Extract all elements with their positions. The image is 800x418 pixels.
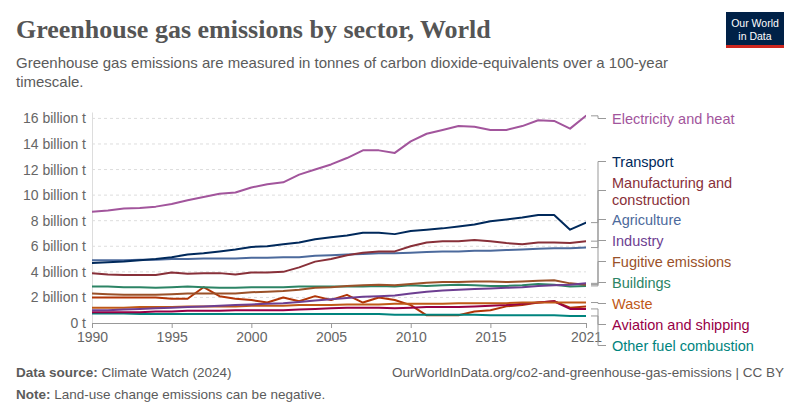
x-tick-label: 1995 (157, 329, 188, 345)
legend-connector (591, 116, 606, 119)
x-axis: 1990199520002005201020152021 (77, 323, 602, 345)
y-tick-label: 8 billion t (31, 213, 86, 229)
series-line (92, 283, 586, 310)
y-tick: 4 billion t (31, 264, 92, 280)
subtitle: Greenhouse gas emissions are measured in… (16, 54, 668, 90)
legend-label: Industry (612, 233, 664, 249)
grid-line (92, 143, 586, 144)
legend-connector (591, 316, 606, 346)
grid-line (92, 169, 586, 170)
y-tick: 10 billion t (23, 187, 92, 203)
grid-line (92, 220, 586, 221)
grid-line (92, 246, 586, 247)
x-tick: 2005 (316, 323, 347, 345)
x-axis-line (93, 324, 587, 329)
legend-label: Manufacturing andconstruction (612, 175, 732, 208)
x-tick: 2010 (396, 323, 427, 345)
legend-label: Waste (612, 296, 653, 312)
series-line (92, 313, 586, 316)
legend-connector (591, 262, 606, 285)
y-tick: 6 billion t (31, 238, 92, 254)
grid-line (92, 195, 586, 196)
x-tick-label: 2010 (396, 329, 427, 345)
legend-label: Aviation and shipping (612, 317, 750, 333)
grid (92, 118, 586, 297)
y-tick-label: 2 billion t (31, 289, 86, 305)
legend-label: Electricity and heat (612, 111, 735, 127)
x-tick-label: 1990 (77, 329, 108, 345)
x-tick-mark (172, 323, 173, 328)
logo: Our Worldin Data (726, 12, 784, 48)
series-line (92, 287, 586, 315)
legend-connector (591, 283, 606, 286)
y-tick: 2 billion t (31, 289, 92, 305)
legend: Electricity and heat Transport Manufacturi… (591, 111, 754, 354)
legend-label: Transport (612, 154, 674, 170)
x-tick: 2015 (475, 323, 506, 345)
y-tick-label: 10 billion t (23, 187, 86, 203)
y-tick: 16 billion t (23, 110, 92, 126)
y-tick-label: 6 billion t (31, 238, 86, 254)
y-tick-label: 16 billion t (23, 110, 86, 126)
x-tick-mark (586, 323, 587, 328)
grid-line (92, 271, 586, 272)
url: OurWorldInData.org/co2-and-greenhouse-ga… (392, 365, 784, 380)
legend-connector (591, 302, 606, 304)
logo-box (726, 12, 784, 48)
logo-strip (726, 45, 784, 48)
y-tick: 14 billion t (23, 136, 92, 152)
x-tick-mark (490, 323, 491, 328)
lines (92, 116, 586, 316)
y-axis: 0 t2 billion t4 billion t6 billion t8 bi… (23, 110, 93, 331)
y-tick: 8 billion t (31, 213, 92, 229)
x-tick: 1995 (157, 323, 188, 345)
chart: Greenhouse gas emissions by sector, Worl… (0, 0, 800, 418)
series-line (92, 215, 586, 263)
x-tick-label: 2005 (316, 329, 347, 345)
title: Greenhouse gas emissions by sector, Worl… (16, 15, 491, 44)
y-tick-label: 14 billion t (23, 136, 86, 152)
note: Note: Land-use change emissions can be n… (16, 387, 325, 402)
legend-label: Agriculture (612, 212, 681, 228)
x-tick: 2000 (236, 323, 267, 345)
y-tick-label: 12 billion t (23, 162, 86, 178)
x-tick-label: 2000 (236, 329, 267, 345)
x-tick-mark (411, 323, 412, 328)
series-line (92, 116, 586, 212)
legend-label: Other fuel combustion (612, 338, 754, 354)
legend-label: Fugitive emissions (612, 254, 731, 270)
x-tick-mark (251, 323, 252, 328)
y-tick: 12 billion t (23, 162, 92, 178)
x-tick-mark (331, 323, 332, 328)
legend-label: Buildings (612, 275, 671, 291)
x-tick-mark (92, 323, 93, 328)
logo-text: Our Worldin Data (731, 17, 779, 42)
grid-line (92, 118, 586, 119)
y-tick-label: 4 billion t (31, 264, 86, 280)
source: Data source: Climate Watch (2024) (16, 365, 232, 380)
x-tick-label: 2015 (475, 329, 506, 345)
x-tick: 1990 (77, 323, 108, 345)
series-line (92, 301, 586, 312)
y-axis-line (92, 113, 93, 324)
